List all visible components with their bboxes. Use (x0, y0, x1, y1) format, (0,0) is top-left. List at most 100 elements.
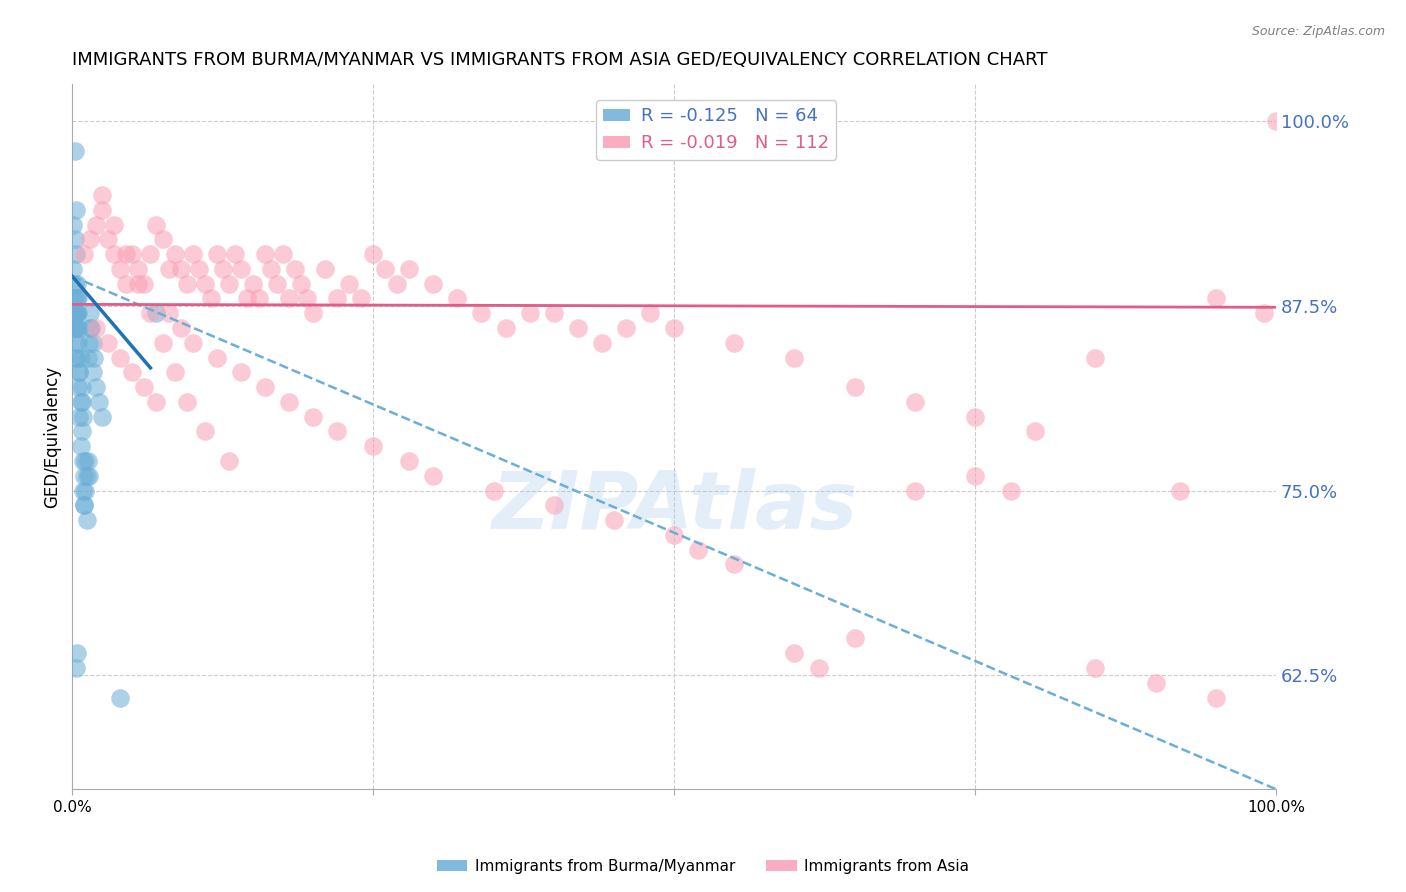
Point (422, 277, 444, 291)
Point (72, 409, 94, 424)
Point (157, 306, 180, 320)
Point (134, 380, 156, 394)
Point (422, 468, 444, 483)
Point (200, 292, 222, 306)
Point (543, 499, 565, 513)
Point (224, 247, 246, 261)
Point (326, 425, 349, 439)
Point (688, 542, 710, 557)
Point (97, 232, 120, 246)
Point (80, 321, 103, 335)
Point (1253, 306, 1275, 320)
Point (543, 306, 565, 320)
Point (77, 335, 100, 350)
Point (65, 321, 87, 335)
Point (591, 335, 613, 350)
Point (662, 528, 685, 542)
Point (783, 646, 806, 660)
Point (302, 409, 325, 424)
Point (73, 499, 96, 513)
Point (163, 247, 186, 261)
Point (67, 380, 90, 394)
Point (662, 321, 685, 335)
Point (277, 292, 299, 306)
Point (783, 351, 806, 365)
Point (723, 335, 745, 350)
Point (495, 321, 517, 335)
Point (1168, 483, 1191, 498)
Point (205, 351, 228, 365)
Point (1205, 292, 1227, 306)
Point (70, 425, 93, 439)
Point (65, 321, 87, 335)
Point (614, 321, 637, 335)
Point (110, 351, 132, 365)
Point (65, 306, 87, 320)
Point (242, 277, 264, 291)
Point (218, 277, 240, 291)
Point (62, 218, 84, 232)
Text: IMMIGRANTS FROM BURMA/MYANMAR VS IMMIGRANTS FROM ASIA GED/EQUIVALENCY CORRELATIO: IMMIGRANTS FROM BURMA/MYANMAR VS IMMIGRA… (72, 51, 1047, 69)
Point (1265, 114, 1288, 128)
Point (66, 306, 89, 320)
Point (844, 380, 866, 394)
Point (70, 395, 93, 409)
Point (69, 321, 91, 335)
Point (110, 261, 132, 276)
Point (337, 277, 360, 291)
Point (91, 188, 114, 202)
Point (77, 351, 100, 365)
Point (446, 292, 468, 306)
Point (253, 247, 276, 261)
Point (904, 483, 927, 498)
Point (69, 365, 91, 379)
Point (152, 335, 174, 350)
Point (66, 351, 89, 365)
Point (194, 277, 217, 291)
Legend: R = -0.125   N = 64, R = -0.019   N = 112: R = -0.125 N = 64, R = -0.019 N = 112 (596, 100, 837, 160)
Point (63, 277, 86, 291)
Point (65, 292, 87, 306)
Y-axis label: GED/Equivalency: GED/Equivalency (44, 366, 60, 508)
Point (963, 409, 986, 424)
Point (1024, 425, 1046, 439)
Point (79, 321, 101, 335)
Point (152, 232, 174, 246)
Point (115, 277, 138, 291)
Point (218, 454, 240, 468)
Point (253, 380, 276, 394)
Point (72, 483, 94, 498)
Point (260, 261, 283, 276)
Point (470, 306, 492, 320)
Point (69, 365, 91, 379)
Point (110, 690, 132, 705)
Point (127, 277, 149, 291)
Point (82, 335, 104, 350)
Point (194, 425, 217, 439)
Point (134, 277, 156, 291)
Point (76, 468, 98, 483)
Point (83, 351, 105, 365)
Point (844, 632, 866, 646)
Point (70, 380, 93, 394)
Point (127, 261, 149, 276)
Point (963, 468, 986, 483)
Point (69, 409, 91, 424)
Point (65, 661, 87, 675)
Point (62, 292, 84, 306)
Point (67, 292, 90, 306)
Point (145, 306, 167, 320)
Point (69, 351, 91, 365)
Point (75, 483, 97, 498)
Point (67, 335, 90, 350)
Point (181, 335, 204, 350)
Point (65, 247, 87, 261)
Point (266, 277, 288, 291)
Point (97, 335, 120, 350)
Point (145, 218, 167, 232)
Text: Source: ZipAtlas.com: Source: ZipAtlas.com (1251, 25, 1385, 38)
Point (807, 661, 830, 675)
Point (115, 247, 138, 261)
Point (567, 321, 589, 335)
Point (65, 306, 87, 320)
